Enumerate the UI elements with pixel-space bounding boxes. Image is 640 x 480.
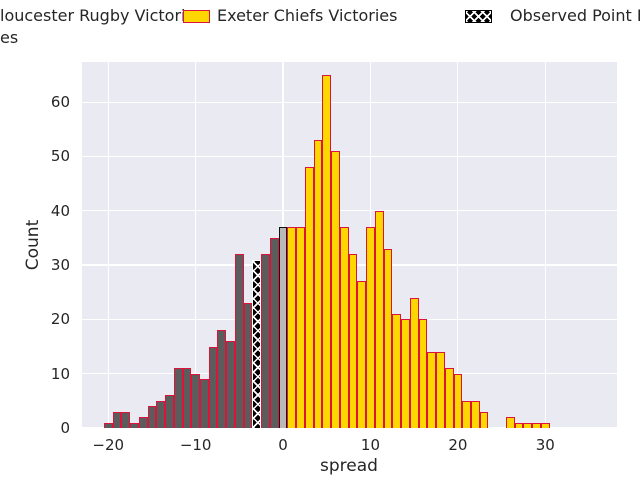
x-tick-0: 0 bbox=[278, 436, 288, 454]
bar-gloucester-spread--12 bbox=[173, 368, 183, 428]
x-tick--10: −10 bbox=[179, 436, 212, 454]
bar-exeter-spread-27 bbox=[514, 422, 524, 428]
bar-exeter-spread-16 bbox=[418, 319, 428, 428]
bar-exeter-spread-17 bbox=[427, 351, 437, 428]
bar-observed-spread--3 bbox=[252, 259, 262, 428]
legend-label-gloucester: loucester Rugby Victories bbox=[0, 6, 204, 25]
gridline-y-60 bbox=[82, 101, 617, 103]
bar-gloucester-spread--7 bbox=[217, 330, 227, 428]
gridline-x--20 bbox=[107, 62, 109, 428]
bar-exeter-spread-4 bbox=[313, 140, 323, 428]
bar-exeter-spread-28 bbox=[523, 422, 533, 428]
bar-exeter-spread-30 bbox=[540, 422, 550, 428]
gridline-y-40 bbox=[82, 210, 617, 212]
bar-gloucester-spread--13 bbox=[165, 395, 174, 428]
bar-exeter-spread-18 bbox=[436, 351, 445, 428]
bar-exeter-spread-15 bbox=[409, 297, 419, 428]
bar-exeter-spread-3 bbox=[304, 167, 314, 428]
bar-exeter-spread-19 bbox=[444, 368, 454, 428]
y-tick-10: 10 bbox=[50, 364, 70, 383]
gridline-x-30 bbox=[544, 62, 546, 428]
bar-exeter-spread-11 bbox=[374, 210, 384, 428]
gridline-y-0 bbox=[82, 427, 617, 429]
bar-gloucester-spread--19 bbox=[112, 411, 122, 428]
bar-exeter-spread-22 bbox=[471, 400, 480, 428]
bar-exeter-spread-7 bbox=[339, 227, 349, 428]
bar-gloucester-spread--8 bbox=[208, 346, 218, 428]
bar-tie-spread-0 bbox=[278, 227, 288, 428]
bar-exeter-spread-20 bbox=[453, 373, 463, 428]
bar-gloucester-spread--14 bbox=[156, 400, 166, 428]
x-tick--20: −20 bbox=[92, 436, 125, 454]
bar-exeter-spread-13 bbox=[392, 313, 402, 428]
bar-gloucester-spread--16 bbox=[138, 417, 148, 428]
bar-gloucester-spread--2 bbox=[261, 254, 270, 428]
bar-exeter-spread-9 bbox=[357, 281, 367, 428]
bar-gloucester-spread--15 bbox=[147, 406, 157, 428]
gridline-x-20 bbox=[457, 62, 459, 428]
bar-gloucester-spread--11 bbox=[182, 368, 192, 428]
bar-exeter-spread-12 bbox=[383, 248, 393, 428]
y-tick-0: 0 bbox=[60, 419, 70, 437]
x-axis-title: spread bbox=[320, 456, 378, 476]
bar-exeter-spread-14 bbox=[401, 319, 410, 428]
plot-area bbox=[82, 62, 617, 429]
bar-gloucester-spread--1 bbox=[269, 237, 279, 428]
x-tick-10: 10 bbox=[360, 436, 381, 454]
gridline-x--10 bbox=[195, 62, 197, 428]
bar-gloucester-spread--4 bbox=[243, 303, 253, 428]
bar-exeter-spread-2 bbox=[296, 227, 305, 428]
x-tick-20: 20 bbox=[448, 436, 468, 454]
bar-exeter-spread-26 bbox=[505, 417, 515, 428]
bar-gloucester-spread--17 bbox=[130, 422, 139, 428]
y-tick-30: 30 bbox=[50, 256, 70, 275]
bar-gloucester-spread--9 bbox=[200, 379, 209, 428]
bar-gloucester-spread--18 bbox=[121, 411, 131, 428]
bar-exeter-spread-29 bbox=[532, 422, 541, 428]
legend-swatch-exeter-icon bbox=[183, 10, 210, 23]
bar-gloucester-spread--10 bbox=[191, 373, 200, 428]
bar-exeter-spread-1 bbox=[287, 227, 297, 428]
legend-label-observed: Observed Point D bbox=[510, 6, 640, 25]
y-tick-40: 40 bbox=[50, 201, 70, 220]
bar-exeter-spread-21 bbox=[462, 400, 471, 428]
bar-exeter-spread-6 bbox=[331, 151, 340, 428]
bar-gloucester-spread--6 bbox=[226, 341, 235, 428]
legend-label-exeter: Exeter Chiefs Victories bbox=[217, 6, 398, 25]
bar-gloucester-spread--5 bbox=[234, 254, 244, 428]
y-tick-50: 50 bbox=[50, 147, 70, 166]
bar-gloucester-spread--20 bbox=[103, 422, 113, 428]
y-tick-60: 60 bbox=[50, 93, 70, 112]
x-tick-30: 30 bbox=[535, 436, 555, 454]
y-tick-20: 20 bbox=[50, 310, 70, 329]
gridline-y-50 bbox=[82, 155, 617, 158]
bar-exeter-spread-23 bbox=[479, 411, 489, 428]
bar-exeter-spread-5 bbox=[322, 75, 332, 428]
bar-exeter-spread-8 bbox=[348, 254, 358, 428]
legend-label-wrapped-fragment: es bbox=[0, 28, 19, 47]
bar-exeter-spread-10 bbox=[366, 227, 375, 428]
legend-swatch-observed-icon bbox=[465, 10, 492, 23]
